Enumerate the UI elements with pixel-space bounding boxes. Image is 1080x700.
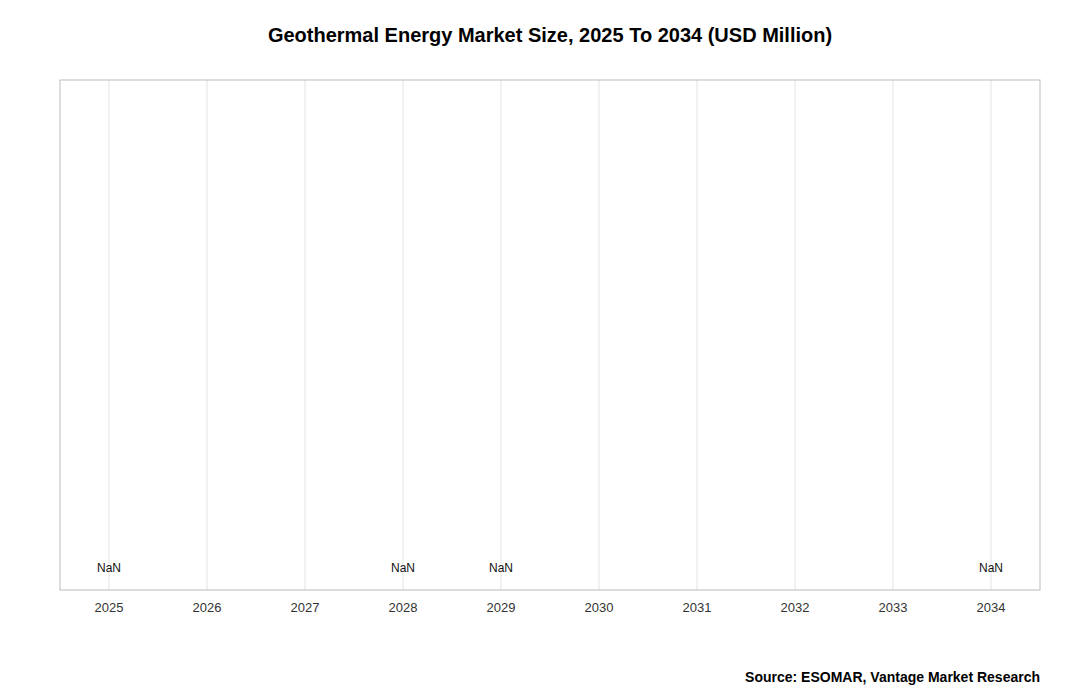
source: Source: ESOMAR, Vantage Market Research [745, 669, 1040, 685]
x-axis: 2025 2026 2027 2028 2029 2030 2031 2032 2033 2034 [95, 600, 1006, 615]
x-tick-label: 2030 [585, 600, 614, 615]
title: Geothermal Energy Market Size, 2025 To 2… [268, 24, 832, 46]
grid-line [403, 80, 404, 590]
grid-line [599, 80, 600, 590]
annotation: NaN [489, 561, 513, 575]
annotation: NaN [391, 561, 415, 575]
x-tick-label: 2026 [193, 600, 222, 615]
grid-line [795, 80, 796, 590]
annotation: NaN [979, 561, 1003, 575]
x-tick-label: 2034 [977, 600, 1006, 615]
x-tick-label: 2028 [389, 600, 418, 615]
x-tick-label: 2031 [683, 600, 712, 615]
x-tick-label: 2027 [291, 600, 320, 615]
x-tick-label: 2033 [879, 600, 908, 615]
x-tick-label: 2025 [95, 600, 124, 615]
grid-line [991, 80, 992, 590]
grid-line [501, 80, 502, 590]
chart-container: Geothermal Energy Market Size, 2025 To 2… [0, 0, 1080, 700]
grid [109, 80, 991, 590]
x-tick-label: 2032 [781, 600, 810, 615]
annotations: NaN NaN NaN NaN [97, 561, 1003, 575]
grid-line [109, 80, 110, 590]
grid-line [305, 80, 306, 590]
grid-line [207, 80, 208, 590]
annotation: NaN [97, 561, 121, 575]
grid-line [893, 80, 894, 590]
x-tick-label: 2029 [487, 600, 516, 615]
grid-line [697, 80, 698, 590]
plot-frame [60, 80, 1040, 590]
chart-svg: Geothermal Energy Market Size, 2025 To 2… [0, 0, 1080, 700]
